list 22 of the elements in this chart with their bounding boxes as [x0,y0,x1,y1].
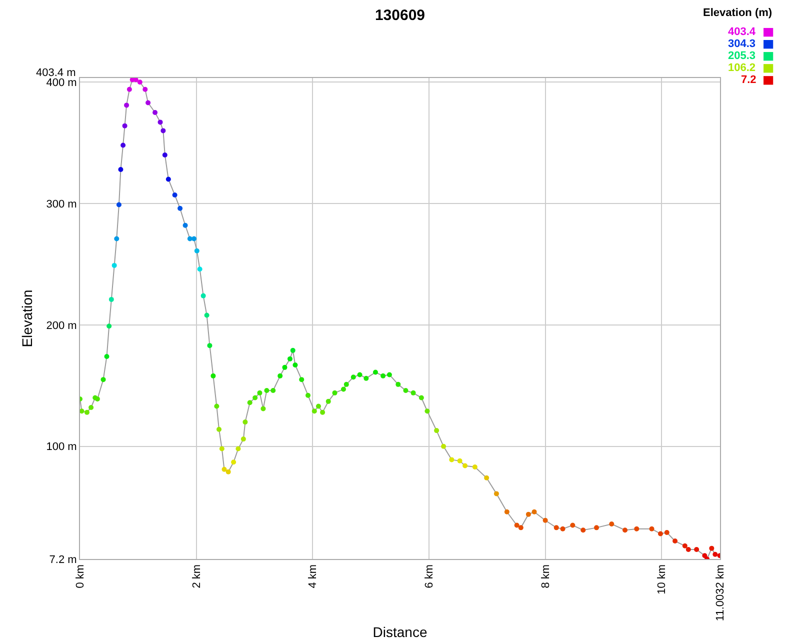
y-tick-label: 200 m [46,320,77,332]
y-axis-title: Elevation [18,290,35,348]
color-bar-label: 106.2 [728,62,756,74]
y-tick-label: 7.2 m [49,554,77,566]
y-tick-label: 100 m [46,441,77,454]
y-tick-label: 300 m [46,198,77,210]
color-bar-label: 205.3 [728,50,756,62]
x-tick-label: 11.0032 km [714,564,727,622]
color-bar-title: Elevation (m) [703,7,772,19]
color-bar-label: 304.3 [728,38,756,50]
color-bar-label: 403.4 [728,26,756,38]
y-tick-label: 400 m [46,76,77,89]
chart-title: 130609 [374,7,426,24]
x-tick-label: 4 km [307,564,320,588]
x-tick-label: 8 km [540,564,552,588]
x-tick-label: 6 km [424,564,436,588]
x-axis-title: Distance [372,624,428,640]
x-tick-label: 10 km [656,564,668,594]
x-tick-label: 2 km [190,564,203,588]
y-tick-label: 403.4 m [36,67,76,79]
x-tick-label: 0 km [74,564,87,588]
color-bar-label: 7.2 [741,74,756,86]
